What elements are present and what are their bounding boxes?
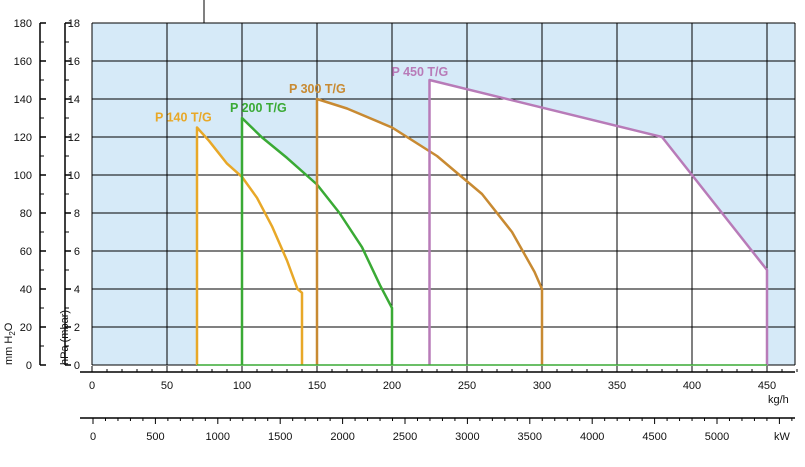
series-label: P 450 T/G — [392, 65, 449, 79]
y-tick-label: 18 — [68, 18, 80, 30]
x2-tick-label: 2500 — [393, 431, 417, 443]
y-tick-label: 10 — [68, 170, 80, 182]
y-tick-label: 2 — [74, 322, 80, 334]
y2-tick-label: 180 — [14, 18, 32, 30]
x2-tick-label: 4000 — [580, 431, 604, 443]
series-label: P 300 T/G — [289, 82, 346, 96]
x-ticks: 0 50 100 150 200 250 300 350 400 450 — [89, 366, 798, 392]
y-axis-mmh2o: 0 20 40 60 80 100 120 140 160 180 mm H2O — [3, 18, 46, 372]
x-tick-label: 100 — [233, 380, 251, 392]
y-axis-hpa: 0 2 4 6 8 10 12 14 16 18 hPa (mbar) — [59, 18, 80, 372]
x-tick-label: 250 — [458, 380, 476, 392]
y-tick-label: 12 — [68, 132, 80, 144]
y2-tick-label: 60 — [20, 246, 32, 258]
x2-tick-label: 2000 — [330, 431, 354, 443]
series-label: P 200 T/G — [230, 101, 287, 115]
x-tick-label: 0 — [89, 380, 95, 392]
y2-tick-label: 40 — [20, 284, 32, 296]
series-line — [315, 97, 544, 365]
x2-tick-label: 3000 — [455, 431, 479, 443]
series-lines — [195, 78, 769, 366]
x2-tick-label: 500 — [146, 431, 164, 443]
y-tick-label: 14 — [68, 94, 80, 106]
x2-ticks: 0 500 1000 1500 2000 2500 3000 3500 4000 4500 5000 — [90, 418, 793, 443]
series-line — [428, 78, 769, 365]
y2-tick-label: 20 — [20, 322, 32, 334]
x-tick-label: 50 — [161, 380, 173, 392]
series-labels: P 140 T/G P 200 T/GP 300 T/G P 450 T/G — [155, 65, 448, 125]
y-ticks: 0 2 4 6 8 10 12 14 16 18 — [65, 18, 80, 372]
y-tick-label: 0 — [74, 360, 80, 372]
x2-axis-label: kW — [774, 431, 791, 443]
x-axis-kw: 0 500 1000 1500 2000 2500 3000 3500 4000 4500 5000… — [80, 417, 795, 443]
y-tick-label: 4 — [74, 284, 80, 296]
y2-tick-label: 100 — [14, 170, 32, 182]
x2-tick-label: 0 — [90, 431, 96, 443]
y2-tick-label: 0 — [26, 360, 32, 372]
series-label: P 140 T/G — [155, 111, 212, 125]
y-tick-label: 16 — [68, 56, 80, 68]
y2-axis-label: mm H2O — [3, 322, 17, 365]
y2-tick-label: 80 — [20, 208, 32, 220]
x2-tick-label: 3500 — [518, 431, 542, 443]
x2-tick-label: 5000 — [705, 431, 729, 443]
y2-tick-label: 120 — [14, 132, 32, 144]
series-line — [240, 116, 394, 365]
y-tick-label: 8 — [74, 208, 80, 220]
x-tick-label: 300 — [533, 380, 551, 392]
y-axis-label: hPa (mbar) — [59, 310, 71, 365]
series-line — [195, 126, 304, 365]
y2-tick-label: 140 — [14, 94, 32, 106]
working-area — [197, 80, 767, 365]
x-axis-kgh: 0 50 100 150 200 250 300 350 400 450 kg/h — [80, 366, 798, 406]
x-tick-label: 400 — [683, 380, 701, 392]
y2-ticks: 0 20 40 60 80 100 120 140 160 180 — [14, 18, 46, 372]
x-tick-label: 150 — [308, 380, 326, 392]
x-tick-label: 350 — [608, 380, 626, 392]
plot-area: P 140 T/G P 200 T/GP 300 T/G P 450 T/G — [91, 22, 796, 366]
x-tick-label: 450 — [758, 380, 776, 392]
y-tick-label: 6 — [74, 246, 80, 258]
y2-tick-label: 160 — [14, 56, 32, 68]
x-axis-label: kg/h — [768, 394, 789, 406]
x-tick-label: 200 — [383, 380, 401, 392]
x2-tick-label: 4500 — [642, 431, 666, 443]
x2-tick-label: 1000 — [206, 431, 230, 443]
x2-tick-label: 1500 — [268, 431, 292, 443]
